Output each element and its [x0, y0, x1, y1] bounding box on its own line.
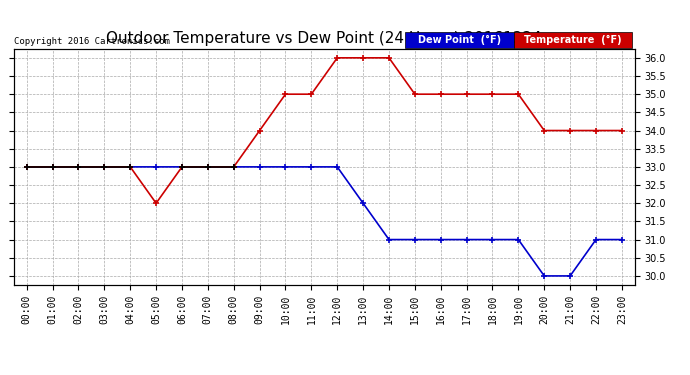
- FancyBboxPatch shape: [405, 32, 513, 48]
- FancyBboxPatch shape: [513, 32, 632, 48]
- Title: Outdoor Temperature vs Dew Point (24 Hours) 20161224: Outdoor Temperature vs Dew Point (24 Hou…: [106, 31, 542, 46]
- Text: Copyright 2016 Cartronics.com: Copyright 2016 Cartronics.com: [14, 38, 170, 46]
- Text: Temperature  (°F): Temperature (°F): [524, 35, 622, 45]
- Text: Dew Point  (°F): Dew Point (°F): [418, 35, 501, 45]
